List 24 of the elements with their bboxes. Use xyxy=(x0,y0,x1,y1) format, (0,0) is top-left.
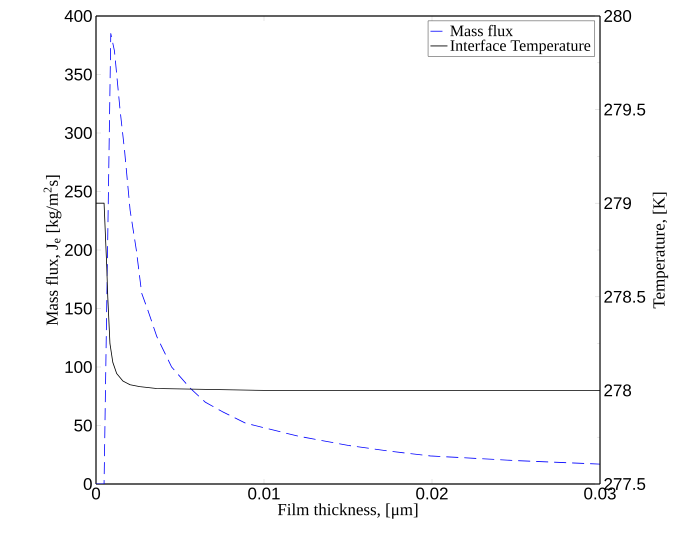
y-tick-label: 400 xyxy=(64,10,92,22)
x-axis-title: Film thickness, [μm] xyxy=(278,503,418,519)
y-tick-label: 0 xyxy=(84,478,92,490)
y-tick-label: 50 xyxy=(74,420,92,432)
y2-tick-label: 278.5 xyxy=(604,290,646,303)
y-tick-label: 350 xyxy=(64,68,92,80)
legend-label: Interface Temperature xyxy=(450,40,590,54)
y2-tick-label: 278 xyxy=(604,384,632,396)
y2-axis-title: Temperature, [K] xyxy=(652,192,668,308)
x-tick-label: 0.03 xyxy=(584,488,616,500)
y-axis-title: Mass flux, J$_{e}$ [kg/m$^{2}$s] xyxy=(44,176,62,326)
y-tick-label: 150 xyxy=(66,302,92,314)
legend-label: Mass flux xyxy=(450,24,513,36)
x-tick-label: 0.02 xyxy=(416,488,448,500)
y2-tick-label: 280 xyxy=(604,10,632,22)
y-tick-label: 250 xyxy=(65,186,92,198)
x-tick-label: 0 xyxy=(92,488,100,500)
y2-tick-label: 279.5 xyxy=(604,104,646,116)
y2-tick-label: 277.5 xyxy=(604,478,646,490)
y-tick-label: 100 xyxy=(66,361,92,373)
y-tick-label: 300 xyxy=(64,127,92,139)
y2-tick-label: 279 xyxy=(604,197,631,210)
x-tick-label: 0.01 xyxy=(248,488,280,500)
y-tick-label: 200 xyxy=(65,244,92,256)
